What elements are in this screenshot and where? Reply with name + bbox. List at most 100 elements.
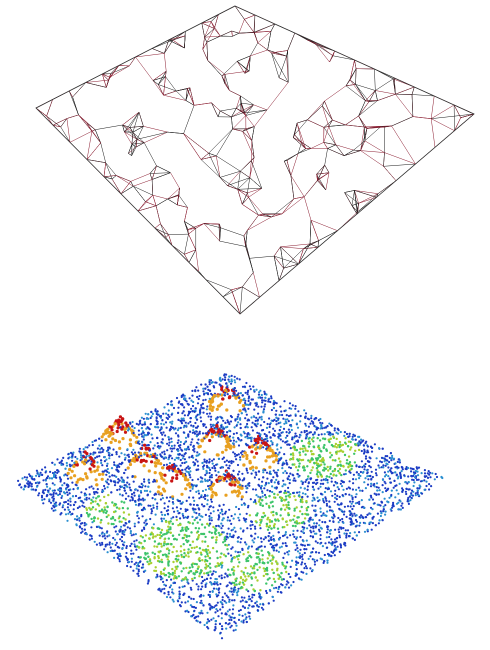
cloud-point <box>236 377 239 380</box>
mesh-edge <box>102 73 110 78</box>
cloud-point <box>66 506 69 509</box>
cloud-point <box>231 593 234 596</box>
cloud-point <box>163 507 166 510</box>
cloud-point <box>159 542 163 546</box>
cloud-point <box>309 529 312 532</box>
cloud-point <box>274 471 277 474</box>
cloud-point <box>198 611 201 615</box>
cloud-point <box>249 573 252 576</box>
cloud-point <box>52 495 55 498</box>
cloud-point <box>197 527 201 530</box>
cloud-point <box>275 513 278 516</box>
cloud-point <box>100 527 103 530</box>
cloud-point <box>291 436 294 439</box>
cloud-point <box>144 459 148 463</box>
cloud-point <box>133 426 136 430</box>
cloud-point <box>185 566 188 570</box>
mesh-edge <box>231 111 242 118</box>
cloud-point <box>397 458 400 461</box>
cloud-point <box>232 573 235 576</box>
cloud-point <box>357 486 360 489</box>
mesh-edge <box>188 233 197 250</box>
mesh-edge <box>202 49 209 61</box>
cloud-point <box>172 465 175 469</box>
cloud-point <box>373 502 376 505</box>
mesh-edge <box>183 133 209 154</box>
mesh-edge <box>271 52 289 83</box>
cloud-point <box>245 588 248 591</box>
cloud-point <box>233 586 236 589</box>
cloud-point <box>237 413 240 416</box>
cloud-point <box>221 450 225 454</box>
mesh-edge <box>431 113 475 119</box>
mesh-edge <box>286 160 292 176</box>
cloud-point <box>63 491 66 494</box>
cloud-point <box>295 466 298 469</box>
cloud-point <box>200 503 204 506</box>
cloud-point <box>173 581 177 585</box>
cloud-point <box>61 494 64 498</box>
cloud-point <box>380 466 383 469</box>
cloud-point <box>161 433 164 436</box>
cloud-point <box>185 460 188 464</box>
cloud-point <box>137 562 140 565</box>
mesh-edge <box>322 100 325 106</box>
cloud-point <box>117 418 121 422</box>
cloud-point <box>76 457 79 460</box>
mesh-edge <box>355 68 357 85</box>
cloud-point <box>183 461 186 464</box>
cloud-point <box>219 511 222 515</box>
cloud-point <box>252 415 255 418</box>
mesh-edge <box>122 124 134 133</box>
cloud-point <box>162 580 165 584</box>
cloud-point <box>184 516 187 519</box>
cloud-point <box>187 482 191 486</box>
cloud-point <box>215 418 218 421</box>
cloud-point <box>247 607 250 610</box>
cloud-point <box>224 426 227 429</box>
mesh-edge <box>236 61 246 74</box>
cloud-point <box>140 433 143 436</box>
cloud-point <box>176 565 179 568</box>
cloud-point <box>101 541 104 544</box>
cloud-point <box>300 480 303 483</box>
cloud-point <box>237 421 240 424</box>
cloud-point <box>246 435 249 438</box>
cloud-point <box>286 477 289 480</box>
cloud-point <box>340 473 343 477</box>
cloud-point <box>307 437 310 440</box>
cloud-point <box>333 445 336 448</box>
cloud-point <box>232 460 235 463</box>
cloud-point <box>349 500 352 503</box>
cloud-point <box>61 506 64 509</box>
mesh-edge <box>247 215 259 231</box>
cloud-point <box>242 553 245 556</box>
mesh-edge <box>237 55 251 62</box>
mesh-edge <box>290 153 299 176</box>
cloud-point <box>283 422 286 425</box>
cloud-point <box>135 435 139 439</box>
cloud-point <box>313 462 316 465</box>
cloud-point <box>220 533 223 536</box>
mesh-edge <box>167 198 178 206</box>
cloud-point <box>311 525 315 528</box>
mesh-edge <box>344 192 358 215</box>
cloud-point <box>242 573 246 576</box>
mesh-edge <box>267 31 272 51</box>
mesh-edge <box>323 142 336 146</box>
cloud-point <box>65 464 69 467</box>
cloud-point <box>103 506 106 509</box>
mesh-edge <box>238 19 245 34</box>
mesh-edge <box>231 289 241 315</box>
cloud-point <box>239 587 242 590</box>
cloud-point <box>271 451 275 455</box>
cloud-point <box>290 428 293 432</box>
cloud-point <box>306 495 309 498</box>
mesh-edge <box>206 35 221 43</box>
cloud-point <box>272 510 275 514</box>
cloud-point <box>279 514 282 517</box>
cloud-point <box>289 534 292 537</box>
cloud-point <box>197 397 200 401</box>
cloud-point <box>401 488 405 492</box>
cloud-point <box>261 554 264 557</box>
